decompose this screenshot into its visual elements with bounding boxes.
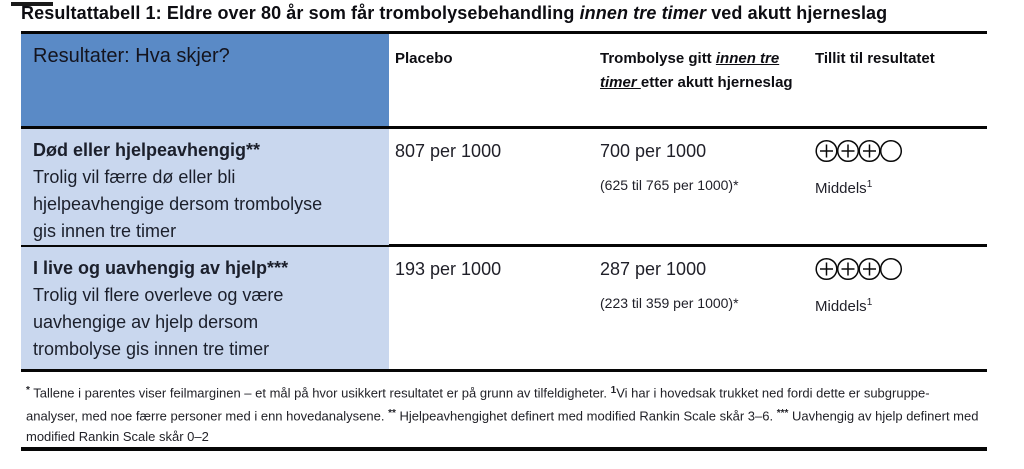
outcome-description: Trolig vil færre dø eller bli hjelpeavhe… <box>33 167 323 241</box>
placebo-value: 193 per 1000 <box>395 259 502 279</box>
page-title: Resultattabell 1: Eldre over 80 år som f… <box>21 3 1011 24</box>
title-part2: ved akutt hjerneslag <box>706 3 888 23</box>
intervention-cell: 287 per 1000 (223 til 359 per 1000)* <box>594 247 809 369</box>
crop-artifact-line <box>11 2 53 6</box>
grade-rating-icon <box>815 139 981 168</box>
intervention-cell: 700 per 1000 (625 til 765 per 1000)* <box>594 129 809 245</box>
certainty-cell: Middels1 <box>809 247 987 369</box>
intervention-value: 700 per 1000 <box>600 141 707 161</box>
header-outcomes: Resultater: Hva skjer? <box>21 34 389 126</box>
confidence-interval: (625 til 765 per 1000)* <box>600 177 739 193</box>
title-part1: Resultattabell 1: Eldre over 80 år som f… <box>21 3 580 23</box>
table-header-row: Resultater: Hva skjer? Placebo Trombolys… <box>21 34 987 129</box>
intervention-value: 287 per 1000 <box>600 259 707 279</box>
outcome-description: Trolig vil flere overleve og være uavhen… <box>33 285 284 359</box>
placebo-value: 807 per 1000 <box>395 141 502 161</box>
header-placebo: Placebo <box>395 50 453 67</box>
table-row: I live og uavhengig av hjelp*** Trolig v… <box>21 247 987 372</box>
grade-rating-icon <box>815 257 981 286</box>
grade-label: Middels1 <box>815 297 873 315</box>
grade-label: Middels1 <box>815 179 873 197</box>
header-intervention: Trombolyse gitt innen tre timer etter ak… <box>600 50 793 91</box>
outcome-cell: Død eller hjelpeavhengig** Trolig vil fæ… <box>21 129 389 245</box>
confidence-interval: (223 til 359 per 1000)* <box>600 295 739 311</box>
outcome-title: Død eller hjelpeavhengig** <box>33 140 261 160</box>
results-table: Resultater: Hva skjer? Placebo Trombolys… <box>21 31 987 451</box>
title-italic: innen tre timer <box>579 3 707 23</box>
outcome-title: I live og uavhengig av hjelp*** <box>33 258 289 278</box>
outcome-cell: I live og uavhengig av hjelp*** Trolig v… <box>21 247 389 369</box>
certainty-cell: Middels1 <box>809 129 987 245</box>
table-row: Død eller hjelpeavhengig** Trolig vil fæ… <box>21 129 987 247</box>
header-certainty: Tillit til resultatet <box>815 50 935 67</box>
footnote: * Tallene i parentes viser feilmarginen … <box>26 385 979 444</box>
footnote-row: * Tallene i parentes viser feilmarginen … <box>21 372 987 447</box>
